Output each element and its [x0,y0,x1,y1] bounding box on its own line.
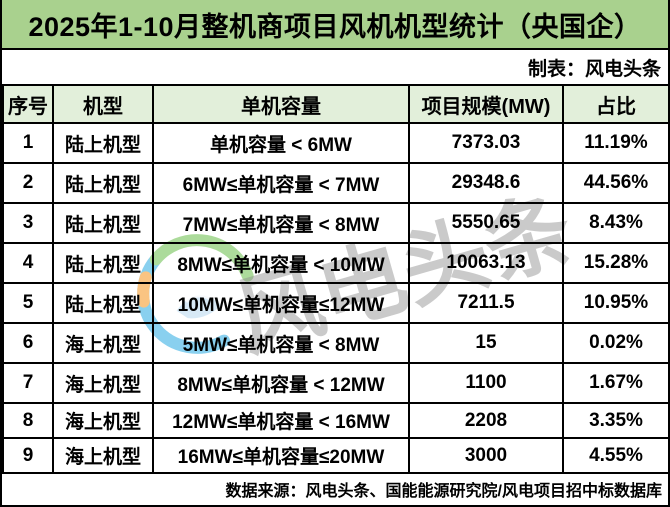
cell-capacity: 6MW≤单机容量 < 7MW [152,162,410,204]
table-row: 7 海上机型 8MW≤单机容量 < 12MW 1100 1.67% [2,362,670,404]
page-title: 2025年1-10月整机商项目风机机型统计（央国企） [2,0,668,50]
cell-index: 5 [2,282,54,324]
cell-capacity: 5MW≤单机容量 < 8MW [152,322,410,364]
cell-index: 8 [2,402,54,439]
cell-index: 1 [2,122,54,164]
table-row: 3 陆上机型 7MW≤单机容量 < 8MW 5550.65 8.43% [2,202,670,244]
cell-share: 10.95% [562,282,670,324]
table-row: 5 陆上机型 10MW≤单机容量≤12MW 7211.5 10.95% [2,282,670,324]
cell-scale: 7211.5 [408,282,564,324]
cell-scale: 2208 [408,402,564,439]
cell-scale: 7373.03 [408,122,564,164]
cell-share: 1.67% [562,362,670,404]
table-row: 6 海上机型 5MW≤单机容量 < 8MW 15 0.02% [2,322,670,364]
cell-index: 6 [2,322,54,364]
cell-capacity: 8MW≤单机容量 < 12MW [152,362,410,404]
cell-share: 0.02% [562,322,670,364]
cell-share: 3.35% [562,402,670,439]
cell-type: 海上机型 [52,402,154,439]
table-row: 1 陆上机型 单机容量 < 6MW 7373.03 11.19% [2,122,670,164]
stats-table-wrap: 序号 机型 单机容量 项目规模(MW) 占比 1 陆上机型 单机容量 < 6MW… [2,84,670,474]
cell-index: 4 [2,242,54,284]
cell-type: 陆上机型 [52,242,154,284]
data-source: 数据来源：风电头条、国能能源研究院/风电项目招中标数据库 [225,482,662,500]
cell-type: 陆上机型 [52,162,154,204]
header-row: 序号 机型 单机容量 项目规模(MW) 占比 [2,84,670,124]
byline: 制表：风电头条 [2,50,668,84]
cell-share: 44.56% [562,162,670,204]
cell-index: 9 [2,437,54,474]
cell-capacity: 8MW≤单机容量 < 10MW [152,242,410,284]
cell-type: 海上机型 [52,322,154,364]
cell-scale: 3000 [408,437,564,474]
table-row: 4 陆上机型 8MW≤单机容量 < 10MW 10063.13 15.28% [2,242,670,284]
cell-scale: 15 [408,322,564,364]
cell-index: 2 [2,162,54,204]
cell-scale: 5550.65 [408,202,564,244]
cell-scale: 1100 [408,362,564,404]
header-capacity: 单机容量 [152,84,410,124]
header-scale: 项目规模(MW) [408,84,564,124]
header-share: 占比 [562,84,670,124]
cell-capacity: 16MW≤单机容量≤20MW [152,437,410,474]
cell-share: 11.19% [562,122,670,164]
table-row: 8 海上机型 12MW≤单机容量 < 16MW 2208 3.35% [2,402,670,439]
header-type: 机型 [52,84,154,124]
cell-type: 陆上机型 [52,202,154,244]
cell-index: 7 [2,362,54,404]
cell-share: 8.43% [562,202,670,244]
cell-scale: 29348.6 [408,162,564,204]
cell-share: 4.55% [562,437,670,474]
header-index: 序号 [2,84,54,124]
cell-capacity: 10MW≤单机容量≤12MW [152,282,410,324]
cell-type: 海上机型 [52,437,154,474]
cell-scale: 10063.13 [408,242,564,284]
cell-capacity: 7MW≤单机容量 < 8MW [152,202,410,244]
cell-type: 陆上机型 [52,122,154,164]
cell-capacity: 12MW≤单机容量 < 16MW [152,402,410,439]
cell-type: 陆上机型 [52,282,154,324]
cell-share: 15.28% [562,242,670,284]
cell-type: 海上机型 [52,362,154,404]
table-row: 2 陆上机型 6MW≤单机容量 < 7MW 29348.6 44.56% [2,162,670,204]
stats-table: 序号 机型 单机容量 项目规模(MW) 占比 1 陆上机型 单机容量 < 6MW… [2,84,670,474]
cell-capacity: 单机容量 < 6MW [152,122,410,164]
table-row: 9 海上机型 16MW≤单机容量≤20MW 3000 4.55% [2,437,670,474]
cell-index: 3 [2,202,54,244]
